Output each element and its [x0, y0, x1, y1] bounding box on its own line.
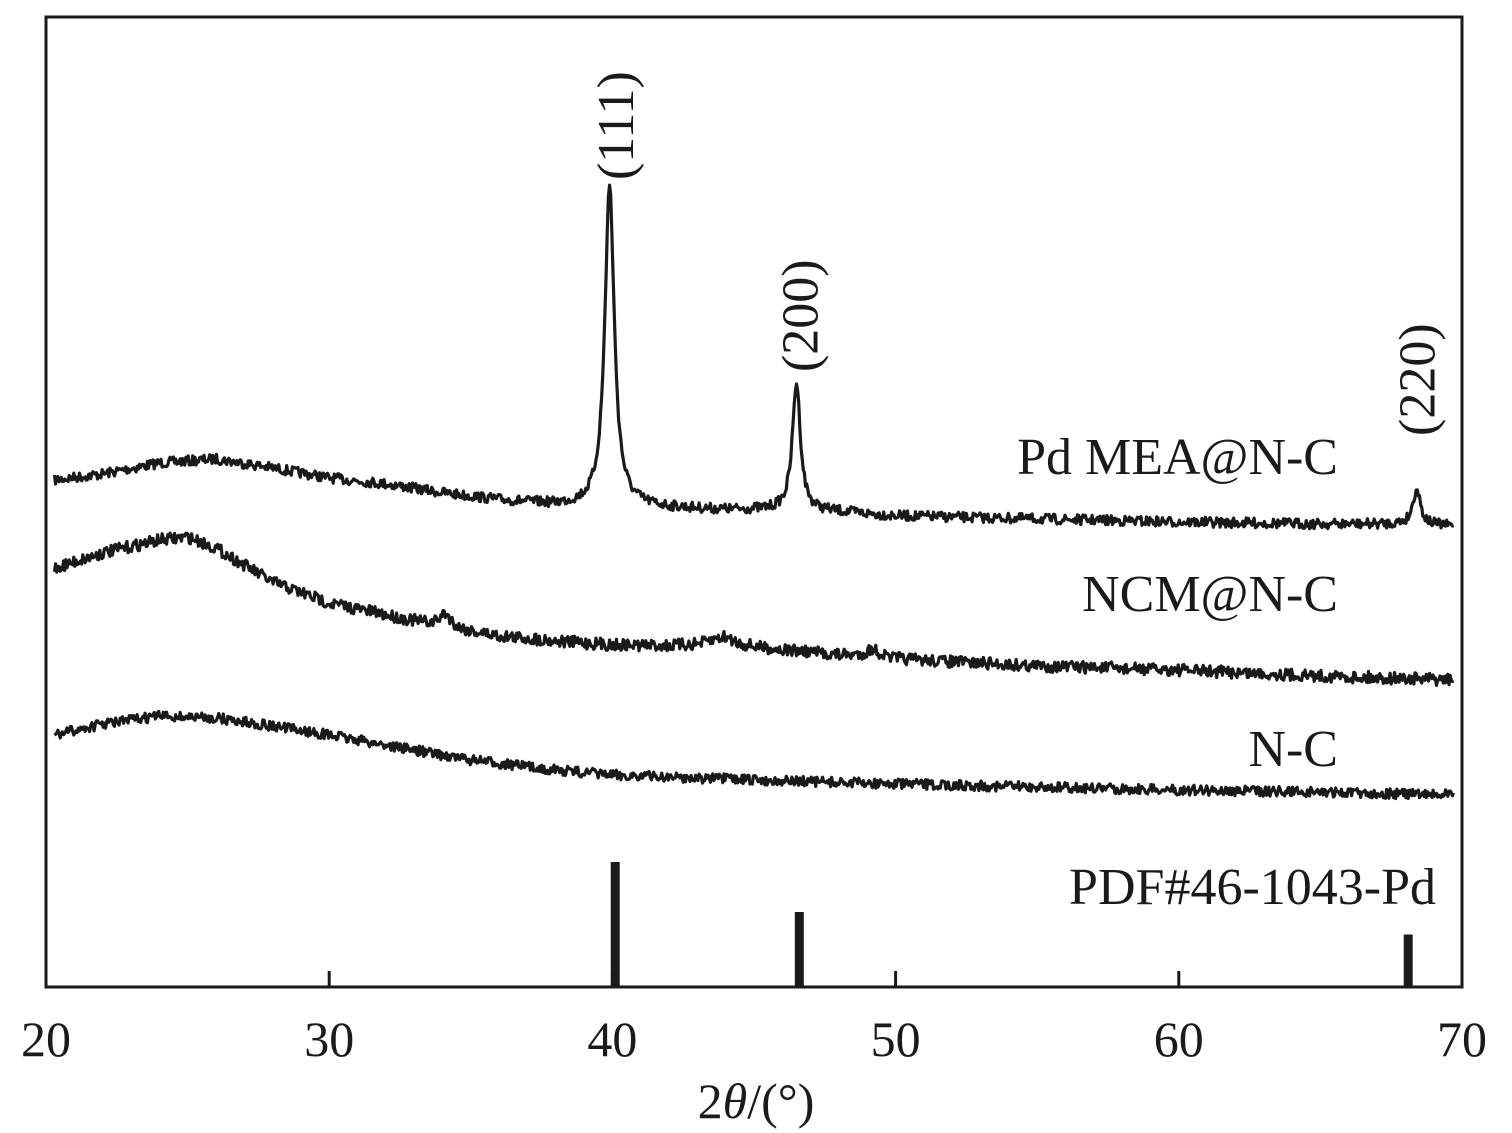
peak-label: (200) [772, 259, 829, 372]
reference-bar [610, 862, 620, 987]
peak-label: (111) [588, 71, 645, 180]
series-line-0 [52, 183, 1455, 531]
series-label: Pd MEA@N-C [1017, 429, 1338, 486]
series-labels: Pd MEA@N-C NCM@N-C N-C PDF#46-1043-Pd [1017, 429, 1436, 916]
x-axis-ticks: 20 30 40 50 60 70 [21, 971, 1487, 1067]
series-label: N-C [1248, 721, 1338, 778]
x-tick-label: 70 [1437, 1011, 1487, 1067]
plot-frame [44, 15, 1464, 989]
x-axis-title: 2θ/(°) [698, 1073, 815, 1129]
reference-label: PDF#46-1043-Pd [1069, 859, 1436, 916]
series-line-1 [52, 531, 1455, 687]
reference-bar [794, 912, 804, 987]
series-label: NCM@N-C [1082, 566, 1338, 623]
series-line-2 [53, 709, 1455, 801]
x-tick-label: 20 [21, 1011, 71, 1067]
peak-labels: (111) (200) (220) [588, 71, 1446, 436]
x-tick-label: 40 [587, 1011, 637, 1067]
peak-label: (220) [1390, 323, 1447, 436]
x-tick-label: 60 [1154, 1011, 1204, 1067]
series-layer [52, 183, 1455, 801]
x-tick-label: 50 [871, 1011, 921, 1067]
reference-bars [610, 862, 1413, 987]
x-tick-label: 30 [304, 1011, 354, 1067]
reference-bar [1403, 934, 1413, 987]
